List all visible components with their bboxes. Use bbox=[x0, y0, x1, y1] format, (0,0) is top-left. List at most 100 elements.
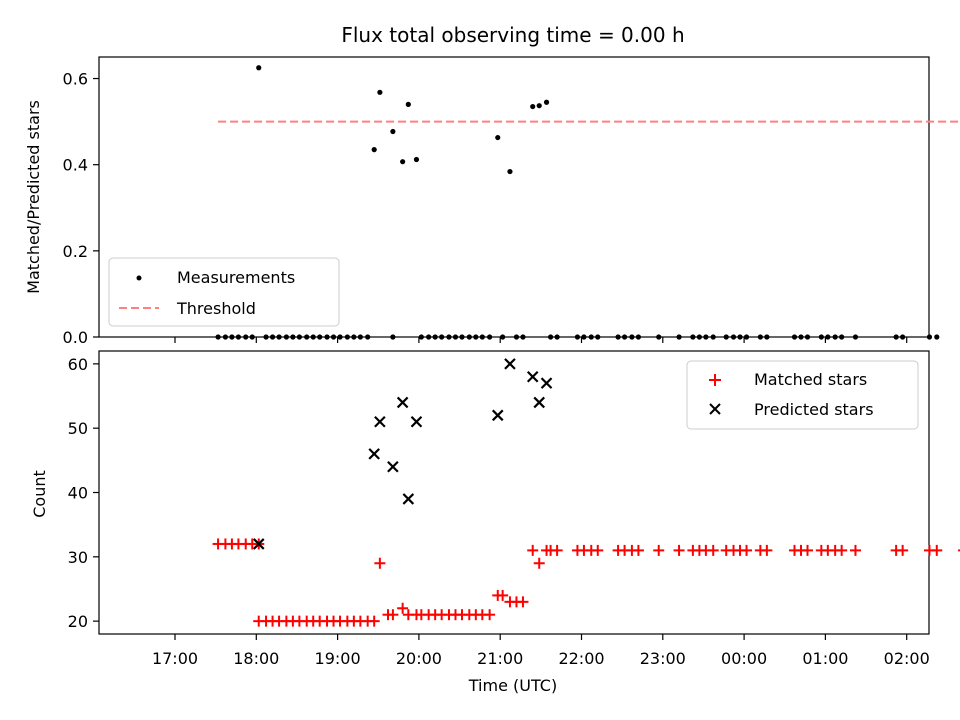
bottom-y-tick-label: 50 bbox=[68, 419, 88, 438]
measurement-point bbox=[426, 334, 432, 340]
predicted-star-b bbox=[396, 396, 409, 409]
measurement-point bbox=[629, 334, 635, 340]
measurement-point bbox=[804, 334, 811, 340]
measurement-point bbox=[615, 334, 621, 340]
bottom-panel: 20 30 40 50 60 17:00 18:00 19:00 20:00 21:00 22:0… bbox=[30, 350, 960, 695]
measurement-point bbox=[487, 334, 493, 340]
bottom-x-tick-label: 02:00 bbox=[884, 649, 930, 668]
top-y-tick-label: 0.0 bbox=[63, 328, 88, 347]
predicted-star-point bbox=[491, 409, 504, 422]
measurement-point bbox=[798, 334, 804, 340]
measurement-point bbox=[330, 334, 337, 340]
measurement-point bbox=[413, 156, 420, 163]
top-panel: 0.0 0.2 0.4 0.6 Matched/Predicted stars Mea… bbox=[24, 56, 960, 347]
matched-star-point bbox=[374, 557, 386, 569]
measurement-point bbox=[723, 334, 729, 340]
measurement-point bbox=[377, 89, 383, 95]
measurement-point bbox=[900, 334, 906, 340]
measurement-point bbox=[621, 334, 628, 340]
measurement-point bbox=[473, 334, 479, 340]
bottom-y-ticks: 20 30 40 50 60 bbox=[68, 355, 99, 631]
measurement-point bbox=[832, 334, 838, 340]
measurement-point bbox=[283, 334, 289, 340]
measurement-point bbox=[791, 334, 798, 340]
matched-star-point bbox=[397, 602, 409, 614]
matched-star-point bbox=[707, 544, 719, 556]
measurement-point bbox=[446, 334, 452, 340]
predicted-star-point bbox=[387, 460, 399, 473]
measurement-point bbox=[595, 334, 601, 340]
measurement-point bbox=[818, 334, 824, 340]
measurement-point bbox=[710, 334, 716, 340]
measurement-point bbox=[405, 101, 411, 107]
measurement-point bbox=[635, 334, 642, 340]
predicted-star-b bbox=[540, 377, 553, 389]
top-legend-box bbox=[108, 257, 340, 327]
measurement-point bbox=[676, 334, 682, 340]
bottom-y-axis-label: Count bbox=[30, 470, 49, 518]
bottom-x-tick-label: 00:00 bbox=[721, 649, 767, 668]
predicted-star-b bbox=[387, 460, 399, 473]
legend-predicted-marker bbox=[709, 403, 721, 415]
top-y-axis-label: Matched/Predicted stars bbox=[24, 100, 43, 294]
predicted-star-point bbox=[526, 370, 539, 383]
measurement-point bbox=[235, 334, 242, 340]
predicted-star-point bbox=[410, 415, 423, 428]
measurement-point bbox=[439, 334, 445, 340]
matched-star-point bbox=[653, 544, 665, 556]
bottom-x-tick-label: 20:00 bbox=[396, 649, 442, 668]
measurement-point bbox=[500, 334, 506, 340]
matched-star-point bbox=[368, 615, 380, 627]
matched-star-point bbox=[849, 544, 861, 556]
measurement-point bbox=[554, 334, 560, 340]
matched-star-point bbox=[897, 544, 909, 556]
legend-measurements-label: Measurements bbox=[177, 268, 295, 287]
matched-star-point bbox=[741, 544, 753, 556]
measurement-point bbox=[530, 103, 536, 110]
measurement-point bbox=[852, 334, 859, 340]
measurement-point bbox=[310, 334, 316, 340]
measurement-point bbox=[215, 334, 221, 340]
bottom-legend-box bbox=[686, 360, 919, 430]
bottom-x-tick-label: 23:00 bbox=[640, 649, 686, 668]
measurement-point bbox=[269, 334, 276, 340]
predicted-star-b bbox=[252, 538, 265, 550]
matched-star-point bbox=[551, 544, 563, 556]
bottom-marks bbox=[212, 358, 960, 627]
matched-star-point bbox=[836, 544, 848, 556]
predicted-star-point bbox=[252, 538, 265, 550]
measurement-point bbox=[365, 334, 371, 340]
matched-star-point bbox=[497, 589, 509, 601]
measurement-point bbox=[276, 334, 282, 340]
measurement-point bbox=[730, 334, 737, 340]
predicted-star-b bbox=[533, 396, 546, 409]
top-x-ticks bbox=[174, 337, 908, 343]
measurement-point bbox=[588, 334, 594, 340]
predicted-star-point bbox=[374, 415, 386, 428]
measurement-point bbox=[390, 334, 396, 340]
top-y-ticks: 0.0 0.2 0.4 0.6 bbox=[63, 70, 99, 347]
matched-star-point bbox=[931, 544, 943, 556]
predicted-star-b bbox=[491, 409, 504, 422]
bottom-y-tick-label: 30 bbox=[68, 548, 88, 567]
measurement-point bbox=[548, 334, 554, 340]
measurement-point bbox=[581, 334, 587, 340]
predicted-star-b bbox=[504, 358, 516, 370]
bottom-x-tick-label: 17:00 bbox=[152, 649, 198, 668]
measurement-point bbox=[351, 334, 357, 340]
predicted-star-b bbox=[368, 448, 380, 460]
measurement-point bbox=[229, 334, 235, 340]
legend-matched-marker bbox=[709, 374, 721, 386]
predicted-star-b bbox=[374, 415, 386, 428]
measurement-point bbox=[296, 334, 302, 340]
predicted-star-point bbox=[402, 493, 415, 505]
measurement-point bbox=[934, 334, 940, 340]
measurement-point bbox=[304, 334, 310, 340]
matched-star-point bbox=[802, 544, 814, 556]
measurement-point bbox=[452, 334, 459, 340]
top-y-tick-label: 0.4 bbox=[63, 156, 88, 175]
matched-star-point bbox=[527, 544, 539, 556]
bottom-x-tick-label: 01:00 bbox=[802, 649, 848, 668]
bottom-x-tick-label: 18:00 bbox=[233, 649, 279, 668]
